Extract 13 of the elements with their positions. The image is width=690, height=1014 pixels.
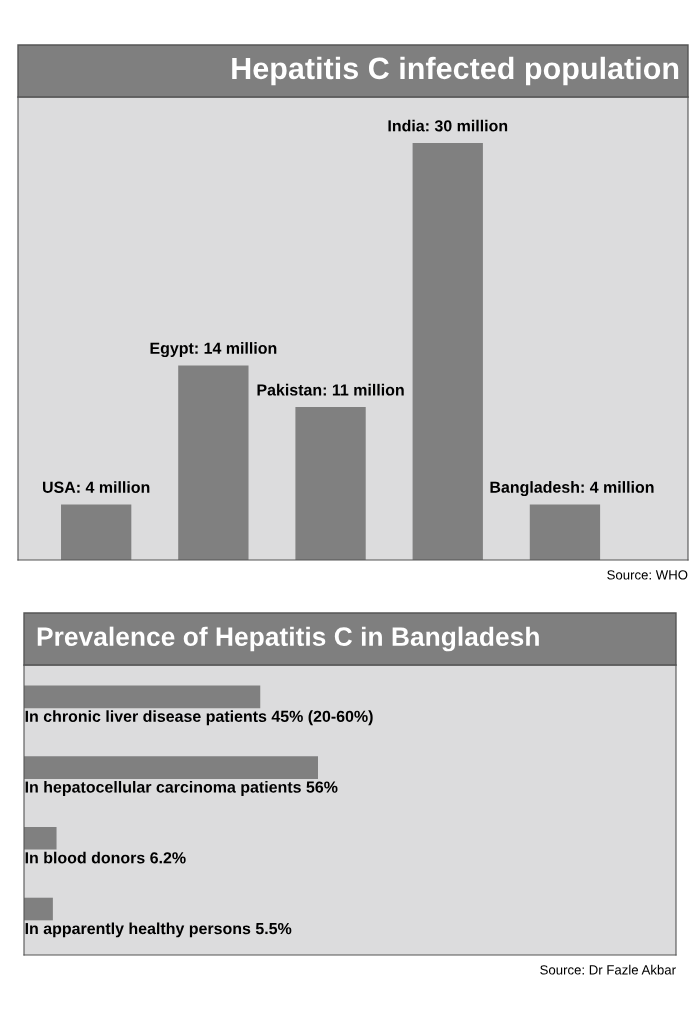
data-label: In chronic liver disease patients 45% (20-60%) — [25, 710, 373, 726]
data-label: India: 30 million — [388, 119, 508, 132]
data-label: In hepatocellular carcinoma patients 56% — [25, 781, 338, 796]
data-label: Bangladesh: 4 million — [490, 481, 654, 497]
source-note: Source: Dr Fazle Akbar — [540, 964, 676, 975]
source-note: Source: WHO — [607, 570, 688, 580]
data-label: In apparently healthy persons 5.5% — [25, 922, 292, 938]
data-label: Egypt: 14 million — [150, 342, 277, 358]
data-label: USA: 4 million — [43, 481, 150, 493]
data-label: In blood donors 6.2% — [25, 851, 186, 864]
chart-title: Prevalence of Hepatitis C in Bangladesh — [37, 626, 539, 652]
data-label: Pakistan: 11 million — [257, 383, 404, 396]
chart-title: Hepatitis C infected population — [232, 56, 679, 86]
